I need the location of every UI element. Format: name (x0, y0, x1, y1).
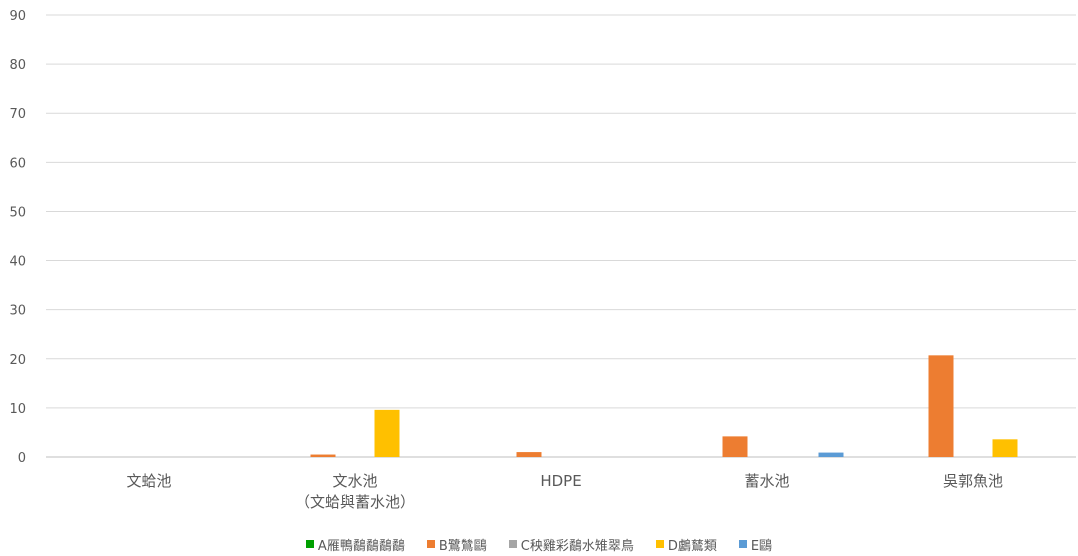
legend-label: D鸕鶿類 (667, 538, 717, 554)
legend-item: A雁鴨鷸鷸鷸鷸 (305, 535, 405, 554)
x-tick-label: （文蛤與蓄水池） (295, 493, 415, 511)
y-tick-label: 90 (9, 9, 26, 24)
legend-swatch (738, 540, 747, 548)
y-tick-label: 70 (9, 107, 26, 122)
legend-item: B鷺鷥鷗 (426, 535, 487, 554)
x-tick-label: 吳郭魚池 (943, 472, 1003, 490)
bar-B鷺鷥鷗 (516, 452, 542, 457)
legend: A雁鴨鷸鷸鷸鷸 B鷺鷥鷗 C秧雞彩鷸水雉翠鳥 D鸕鶿類 E鷗 (0, 533, 1078, 555)
legend-swatch (655, 540, 664, 548)
legend-item: C秧雞彩鷸水雉翠鳥 (508, 535, 634, 554)
x-tick-label: 文蛤池 (126, 472, 171, 490)
x-tick-label: HDPE (540, 472, 581, 490)
legend-swatch (426, 540, 435, 548)
bar-D鸕鶿類 (374, 409, 400, 457)
y-tick-label: 80 (9, 58, 26, 73)
legend-item: D鸕鶿類 (655, 535, 717, 554)
bar-B鷺鷥鷗 (928, 355, 954, 457)
legend-swatch (508, 540, 517, 548)
legend-label: C秧雞彩鷸水雉翠鳥 (520, 538, 634, 554)
legend-label: A雁鴨鷸鷸鷸鷸 (317, 538, 405, 554)
y-tick-label: 40 (9, 255, 26, 270)
x-tick-label: 文水池 (332, 472, 377, 490)
bar-B鷺鷥鷗 (310, 454, 336, 457)
y-tick-label: 10 (9, 402, 26, 417)
y-tick-label: 60 (9, 156, 26, 171)
y-tick-label: 50 (9, 205, 26, 220)
chart-svg: 0 10 20 30 40 50 60 70 80 90 文蛤池 文水池 （文蛤與蓄水池） HDPE 蓄水池… (9, 9, 1076, 511)
legend-item: E鷗 (738, 535, 773, 554)
legend-label: E鷗 (750, 538, 773, 554)
bar-D鸕鶿類 (992, 439, 1018, 457)
legend-swatch (305, 540, 314, 548)
bar-E鷗 (818, 452, 844, 457)
y-tick-label: 30 (9, 304, 26, 319)
bar-B鷺鷥鷗 (722, 436, 748, 457)
y-tick-label: 0 (18, 451, 26, 466)
y-tick-label: 20 (9, 353, 26, 368)
x-tick-label: 蓄水池 (744, 472, 789, 490)
legend-label: B鷺鷥鷗 (438, 538, 487, 554)
